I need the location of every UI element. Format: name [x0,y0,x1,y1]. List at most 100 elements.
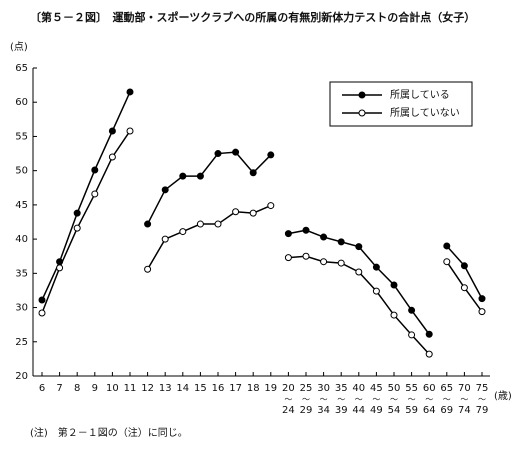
x-tick-label: 17 [229,383,242,394]
data-point [126,127,134,135]
y-tick-label: 25 [15,337,28,348]
x-tick-label: 75 〜 79 [476,383,489,416]
x-tick-label: 50 〜 54 [388,383,401,416]
data-point [390,281,398,289]
data-point [38,309,46,317]
data-point [460,262,468,270]
x-tick-label: 14 [176,383,189,394]
data-point [390,311,398,319]
y-tick-label: 30 [15,303,28,314]
x-tick-label: 12 [141,383,154,394]
x-tick-label: 8 [74,383,80,394]
data-point [443,242,451,250]
series-line [41,130,131,314]
data-point [408,306,416,314]
x-axis-label: (歳) [494,390,512,402]
data-point [425,330,433,338]
y-tick-label: 65 [15,63,28,74]
data-point [425,350,433,358]
x-tick-label: 25 〜 29 [300,383,313,416]
data-point [355,268,363,276]
data-point [196,220,204,228]
data-point [144,220,152,228]
data-point [302,252,310,260]
y-tick-label: 60 [15,97,28,108]
data-point [284,254,292,262]
series-line [41,91,131,301]
data-point [144,265,152,273]
data-point [196,172,204,180]
x-tick-label: 18 [247,383,260,394]
data-point [161,186,169,194]
x-tick-label: 35 〜 39 [335,383,348,416]
x-tick-label: 70 〜 74 [458,383,471,416]
data-point [108,127,116,135]
data-point [337,238,345,246]
y-tick-label: 40 [15,234,28,245]
y-tick-label: 50 [15,166,28,177]
x-tick-label: 16 [212,383,225,394]
data-point [267,151,275,159]
x-tick-label: 55 〜 59 [405,383,418,416]
data-point [73,224,81,232]
data-point [91,190,99,198]
data-point [267,202,275,210]
data-point [337,259,345,267]
data-point [179,172,187,180]
data-point [38,296,46,304]
y-tick-label: 20 [15,371,28,382]
legend-marker [358,109,366,117]
x-tick-label: 7 [56,383,62,394]
x-tick-label: 65 〜 69 [440,383,453,416]
data-point [214,150,222,158]
x-tick-label: 45 〜 49 [370,383,383,416]
data-point [214,220,222,228]
y-axis-label: (点) [10,41,28,53]
data-point [249,209,257,217]
x-tick-label: 19 [264,383,277,394]
y-tick-label: 45 [15,200,28,211]
data-point [56,264,64,272]
data-point [372,263,380,271]
x-tick-label: 20 〜 24 [282,383,295,416]
x-tick-label: 6 [39,383,45,394]
data-point [320,233,328,241]
data-point [443,258,451,266]
chart-title: 〔第５－２図〕 運動部・スポーツクラブへの所属の有無別新体力テストの合計点（女子… [30,10,475,24]
data-point [232,148,240,156]
x-tick-label: 10 [106,383,119,394]
x-tick-label: 11 [124,383,137,394]
note: (注) 第２－１図の（注）に同じ。 [30,426,188,439]
y-tick-label: 35 [15,268,28,279]
x-tick-label: 30 〜 34 [317,383,330,416]
data-point [478,308,486,316]
x-tick-label: 9 [92,383,98,394]
legend-box [329,81,473,127]
data-point [478,295,486,303]
data-point [91,166,99,174]
data-point [249,169,257,177]
data-point [302,226,310,234]
x-tick-label: 13 [159,383,172,394]
legend-label: 所属していない [390,107,460,119]
x-tick-label: 15 [194,383,207,394]
data-point [355,243,363,251]
x-tick-label: 40 〜 44 [352,383,365,416]
data-point [284,230,292,238]
data-point [320,258,328,266]
legend-label: 所属している [390,89,450,101]
data-point [179,228,187,236]
data-point [372,287,380,295]
series-line [146,151,272,225]
data-point [232,208,240,216]
data-point [73,209,81,217]
data-point [108,153,116,161]
data-point [460,284,468,292]
data-point [161,235,169,243]
data-point [126,88,134,96]
legend-marker [358,91,366,99]
y-tick-label: 55 [15,131,28,142]
data-point [408,331,416,339]
x-tick-label: 60 〜 64 [423,383,436,416]
